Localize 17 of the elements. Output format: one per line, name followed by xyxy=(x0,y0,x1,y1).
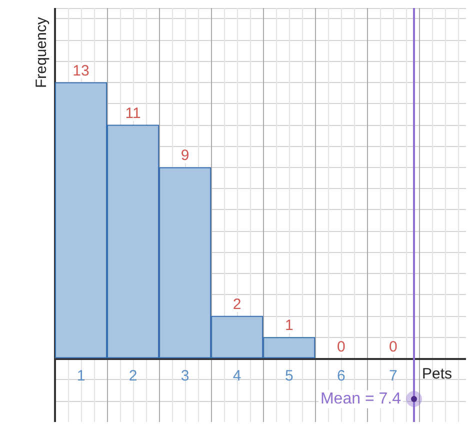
y-axis-title: Frequency xyxy=(33,16,50,88)
x-tick-label: 5 xyxy=(284,367,294,384)
data-label: 9 xyxy=(180,147,190,164)
data-label: 11 xyxy=(125,104,141,122)
x-tick-label: 6 xyxy=(336,367,346,384)
x-tick-label: 2 xyxy=(128,367,138,384)
x-tick-label: 3 xyxy=(180,367,190,384)
data-label: 1 xyxy=(284,317,294,334)
x-tick-label: 1 xyxy=(76,367,86,384)
x-axis-title: Pets xyxy=(422,365,452,382)
x-tick-label: 7 xyxy=(388,367,398,384)
data-label: 2 xyxy=(232,296,242,313)
data-label: 0 xyxy=(388,338,398,356)
data-label: 13 xyxy=(72,62,90,80)
data-label: 0 xyxy=(336,338,346,356)
ref-line-label: Mean = 7.4 xyxy=(320,390,402,408)
x-tick-label: 4 xyxy=(232,367,242,384)
